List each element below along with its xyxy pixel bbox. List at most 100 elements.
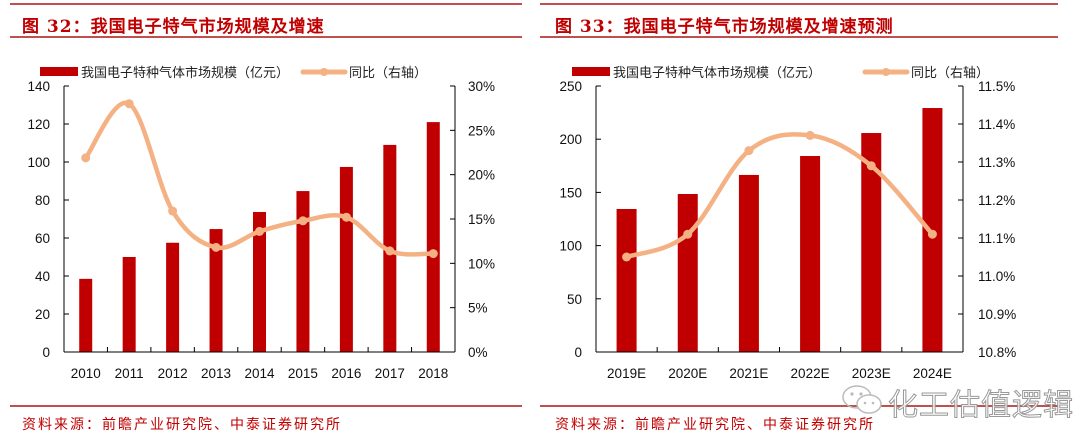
title-rule [10, 36, 522, 38]
left-tick-label: 150 [559, 185, 582, 200]
bar [677, 193, 698, 352]
axes [595, 86, 964, 353]
right-tick-label: 11.3% [978, 155, 1015, 170]
figure-title: 图 32：我国电子特气市场规模及增速 [22, 17, 325, 37]
legend: 我国电子特种气体市场规模（亿元） 同比（右轴） [572, 65, 989, 80]
x-tick-label: 2022E [791, 366, 830, 381]
right-tick-label: 10.8% [978, 345, 1016, 360]
line-point [385, 246, 395, 256]
bar-series [616, 108, 943, 352]
left-tick-label: 20 [35, 307, 50, 322]
right-tick-label: 10.9% [978, 307, 1016, 322]
line-series [81, 99, 438, 259]
left-tick-label: 100 [559, 239, 582, 254]
bar [861, 133, 882, 352]
figure-33-panel: 图 33：我国电子特气市场规模及增速预测 我国电子特种气体市场规模（亿元） 同比（… [540, 0, 1080, 447]
right-tick-label: 11.2% [978, 193, 1015, 208]
line-point [622, 252, 632, 262]
watermark-text: 化工估值逻辑 [888, 388, 1074, 424]
left-tick-label: 250 [559, 79, 582, 94]
x-tick-label: 2014 [244, 366, 275, 381]
market-forecast-chart: 我国电子特种气体市场规模（亿元） 同比（右轴） 0 50 100 150 200 250 10.… [559, 65, 1016, 381]
yoy-line [83, 100, 436, 257]
x-tick-label: 2018 [418, 366, 448, 381]
line-point [124, 99, 134, 109]
legend-line-label: 同比（右轴） [911, 65, 989, 80]
right-tick-label: 0% [468, 345, 488, 360]
x-tick-label: 2010 [71, 366, 101, 381]
bar [616, 208, 637, 352]
x-tick-label: 2013 [201, 366, 231, 381]
x-tick-label: 2016 [331, 366, 361, 381]
line-point [298, 216, 308, 226]
left-tick-label: 120 [27, 117, 50, 132]
x-tick-label: 2024E [913, 366, 952, 381]
right-tick-label: 25% [468, 123, 495, 138]
figure-32-panel: 图 32：我国电子特气市场规模及增速 我国电子特种气体市场规模（亿元） 同比（右轴… [10, 3, 522, 433]
figure-title: 图 33：我国电子特气市场规模及增速预测 [555, 17, 894, 37]
right-tick-label: 30% [468, 79, 495, 94]
market-size-chart: 我国电子特种气体市场规模（亿元） 同比（右轴） 0 20 40 60 80 100 120 140… [27, 65, 495, 381]
bar-series [79, 122, 440, 352]
bar [339, 166, 353, 352]
left-tick-label: 0 [574, 345, 582, 360]
left-tick-label: 60 [35, 231, 50, 246]
right-tick-label: 5% [468, 301, 488, 316]
bar [122, 257, 136, 352]
right-tick-label: 11.1% [978, 231, 1015, 246]
bar [426, 122, 440, 352]
right-tick-label: 11.5% [978, 79, 1015, 94]
right-tick-label: 11.0% [978, 269, 1015, 284]
bar [296, 191, 310, 352]
left-tick-label: 80 [35, 193, 50, 208]
source-note: 资料来源：前瞻产业研究院、中泰证券研究所 [555, 417, 875, 433]
bar [800, 156, 821, 352]
legend-bar-label: 我国电子特种气体市场规模（亿元） [81, 65, 289, 80]
legend-bar-swatch [40, 67, 78, 76]
bar [209, 229, 223, 352]
line-point [927, 229, 937, 239]
x-tick-label: 2012 [158, 366, 188, 381]
left-tick-label: 40 [35, 269, 50, 284]
bar [166, 242, 180, 352]
line-point [81, 153, 91, 163]
line-point [428, 249, 438, 259]
legend-bar-swatch [572, 67, 610, 76]
x-tick-label: 2021E [729, 366, 768, 381]
line-point [683, 229, 693, 239]
line-point [805, 130, 815, 140]
legend-line-marker [882, 68, 890, 76]
bar [253, 211, 266, 352]
yoy-line [624, 132, 935, 260]
right-tick-label: 20% [468, 168, 495, 183]
source-note: 资料来源：前瞻产业研究院、中泰证券研究所 [22, 417, 342, 433]
title-rule [540, 36, 1058, 38]
line-point [744, 146, 754, 156]
line-point [168, 206, 178, 216]
left-tick-label: 0 [42, 345, 50, 360]
top-rule [540, 3, 1058, 5]
left-tick-label: 100 [27, 155, 50, 170]
wechat-icon [842, 385, 882, 414]
legend-bar-label: 我国电子特种气体市场规模（亿元） [613, 65, 821, 80]
right-tick-label: 11.4% [978, 117, 1015, 132]
left-tick-label: 140 [27, 79, 50, 94]
legend-line-label: 同比（右轴） [349, 65, 427, 80]
x-tick-label: 2020E [668, 366, 707, 381]
right-tick-label: 10% [468, 256, 495, 271]
source-rule [10, 405, 522, 407]
right-tick-label: 15% [468, 212, 495, 227]
line-point [255, 226, 264, 236]
line-series [622, 130, 937, 262]
line-point [341, 212, 351, 222]
x-tick-label: 2011 [115, 366, 144, 381]
left-tick-label: 50 [567, 292, 582, 307]
line-point [211, 242, 221, 252]
top-rule [10, 3, 522, 5]
x-tick-label: 2023E [852, 366, 891, 381]
x-tick-label: 2017 [375, 366, 405, 381]
left-tick-label: 200 [559, 132, 582, 147]
bar [738, 174, 759, 352]
bar [79, 278, 93, 352]
x-tick-label: 2019E [607, 366, 646, 381]
